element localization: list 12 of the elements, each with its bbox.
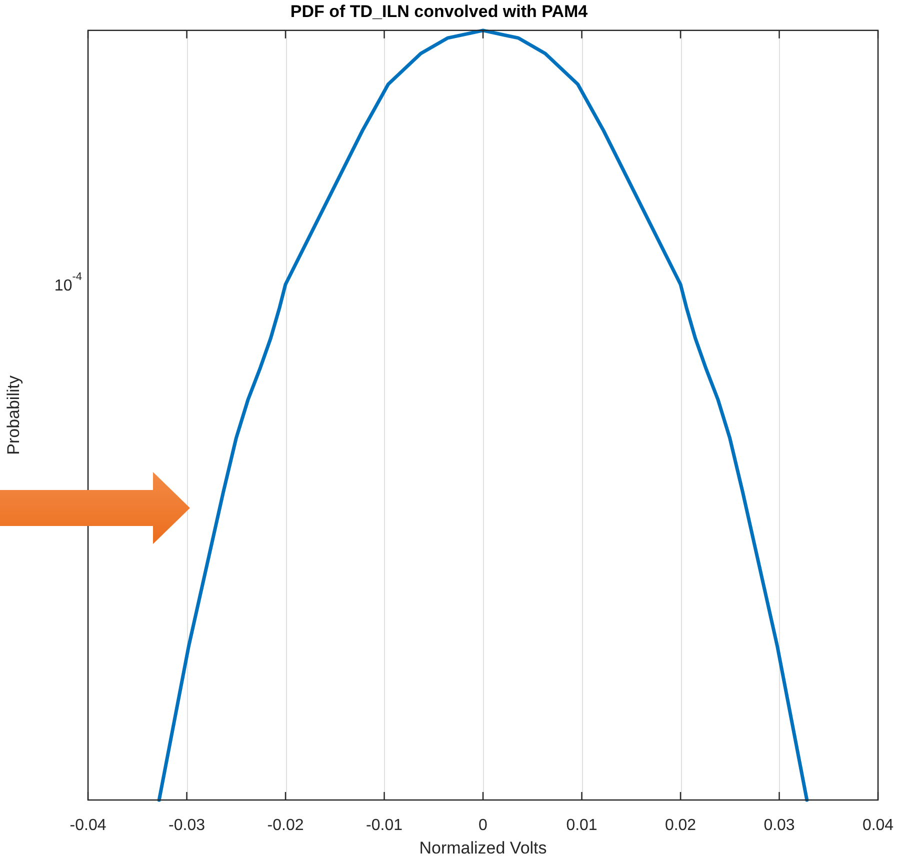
x-tick-label: -0.03 [168,817,206,834]
x-tick-label: 0.04 [862,817,894,834]
x-tick-label: 0 [478,817,488,834]
y-axis-title: Probability [4,375,23,455]
chart-title: PDF of TD_ILN convolved with PAM4 [290,2,588,21]
x-tick-label: 0.02 [664,817,696,834]
x-tick-label: -0.02 [267,817,304,834]
x-tick-label: -0.04 [70,817,106,834]
x-tick-label: 0.01 [566,817,598,834]
x-axis-title: Normalized Volts [419,838,547,858]
x-tick-label: 0.03 [764,817,795,834]
x-tick-label: -0.01 [366,817,403,834]
